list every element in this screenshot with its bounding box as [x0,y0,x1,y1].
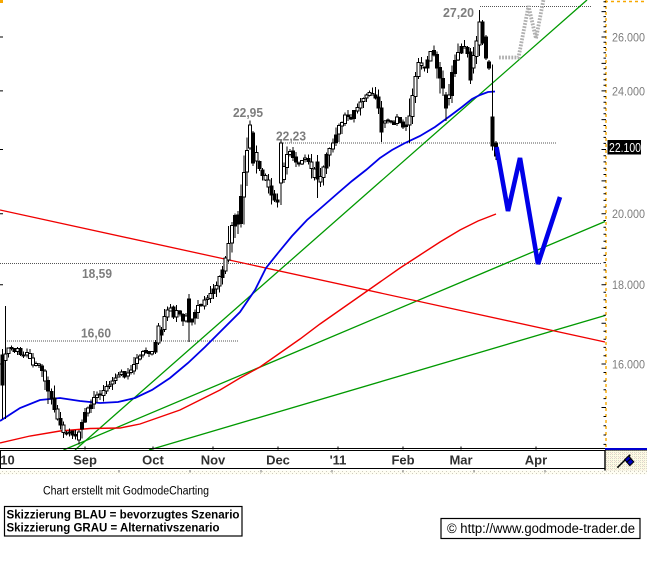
svg-text:Nov: Nov [201,453,226,468]
svg-text:22,23: 22,23 [276,129,306,144]
svg-text:Feb: Feb [391,453,414,468]
svg-text:Skizzierung GRAU = Alternativs: Skizzierung GRAU = Alternativszenario [7,521,220,535]
svg-text:18,59: 18,59 [82,266,112,281]
svg-text:18.000: 18.000 [612,278,645,292]
svg-text:22.100: 22.100 [609,141,641,155]
svg-text:Dec: Dec [266,453,290,468]
svg-text:© http://www.godmode-trader.de: © http://www.godmode-trader.de [447,521,635,536]
svg-text:Apr: Apr [525,453,547,468]
svg-text:Oct: Oct [142,453,164,468]
svg-text:22,95: 22,95 [233,105,263,120]
svg-text:Skizzierung BLAU = bevorzugtes: Skizzierung BLAU = bevorzugtes Szenario [7,508,240,522]
svg-text:10: 10 [0,453,14,468]
svg-text:24.000: 24.000 [612,84,645,98]
svg-text:20.000: 20.000 [612,207,645,221]
svg-text:Mar: Mar [449,453,472,468]
svg-text:Sep: Sep [73,453,97,468]
svg-text:16,60: 16,60 [81,326,111,341]
svg-text:'11: '11 [330,453,347,468]
svg-text:Chart erstellt mit GodmodeChar: Chart erstellt mit GodmodeCharting [43,486,209,498]
svg-text:27,20: 27,20 [443,5,474,20]
svg-text:16.000: 16.000 [612,358,645,372]
svg-text:26.000: 26.000 [612,31,645,45]
